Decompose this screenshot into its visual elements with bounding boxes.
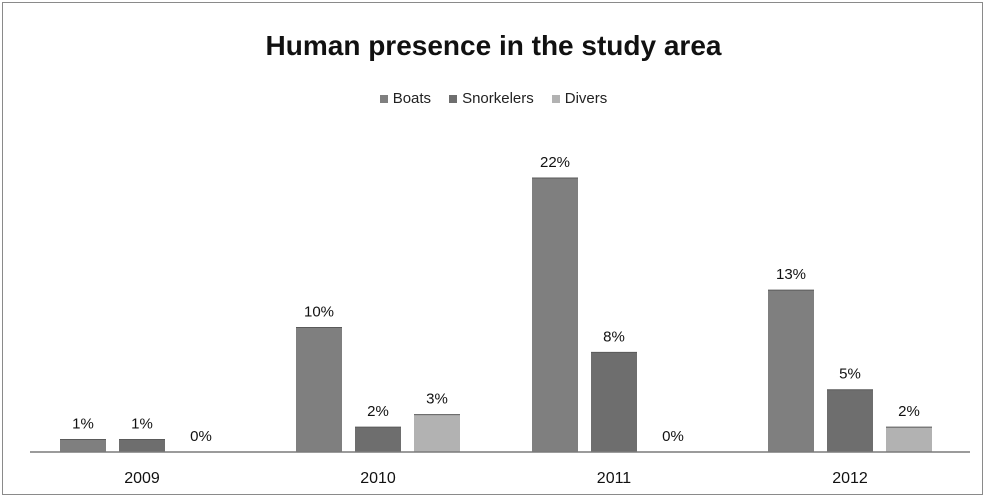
data-label-divers-2009: 0%: [190, 428, 212, 445]
legend-item-snorkelers: Snorkelers: [449, 90, 534, 107]
legend-item-divers: Divers: [551, 90, 608, 107]
x-tick-label-2009: 2009: [124, 470, 160, 487]
data-label-divers-2012: 2%: [898, 403, 920, 420]
bar-boats-2011: [532, 178, 578, 452]
data-label-snorkelers-2012: 5%: [839, 366, 861, 383]
bar-boats-2012: [768, 290, 814, 452]
bar-snorkelers-2010: [355, 427, 401, 452]
data-label-divers-2011: 0%: [662, 428, 684, 445]
legend-label-boats: Boats: [392, 90, 432, 107]
data-label-snorkelers-2009: 1%: [131, 416, 153, 433]
data-label-boats-2012: 13%: [776, 266, 806, 283]
legend-item-boats: Boats: [379, 90, 432, 107]
x-tick-label-2012: 2012: [832, 470, 868, 487]
legend-label-divers: Divers: [564, 90, 608, 107]
legend-swatch-snorkelers: [449, 94, 458, 103]
data-label-divers-2010: 3%: [426, 391, 448, 408]
bar-snorkelers-2009: [119, 439, 165, 452]
bar-divers-2012: [886, 427, 932, 452]
x-tick-label-2010: 2010: [360, 470, 396, 487]
legend-label-snorkelers: Snorkelers: [462, 90, 534, 107]
data-label-boats-2009: 1%: [72, 416, 94, 433]
bar-snorkelers-2011: [591, 352, 637, 452]
legend-swatch-boats: [379, 94, 388, 103]
bar-boats-2010: [296, 327, 342, 452]
data-label-boats-2011: 22%: [540, 154, 570, 171]
data-label-snorkelers-2011: 8%: [603, 328, 625, 345]
legend-swatch-divers: [551, 94, 560, 103]
bar-boats-2009: [60, 439, 106, 452]
x-tick-label-2011: 2011: [597, 470, 632, 487]
chart-title: Human presence in the study area: [265, 30, 722, 61]
bar-divers-2010: [414, 414, 460, 452]
data-label-snorkelers-2010: 2%: [367, 403, 389, 420]
legend: Boats Snorkelers Divers: [0, 90, 987, 107]
bar-snorkelers-2012: [827, 389, 873, 452]
data-label-boats-2010: 10%: [304, 303, 334, 320]
